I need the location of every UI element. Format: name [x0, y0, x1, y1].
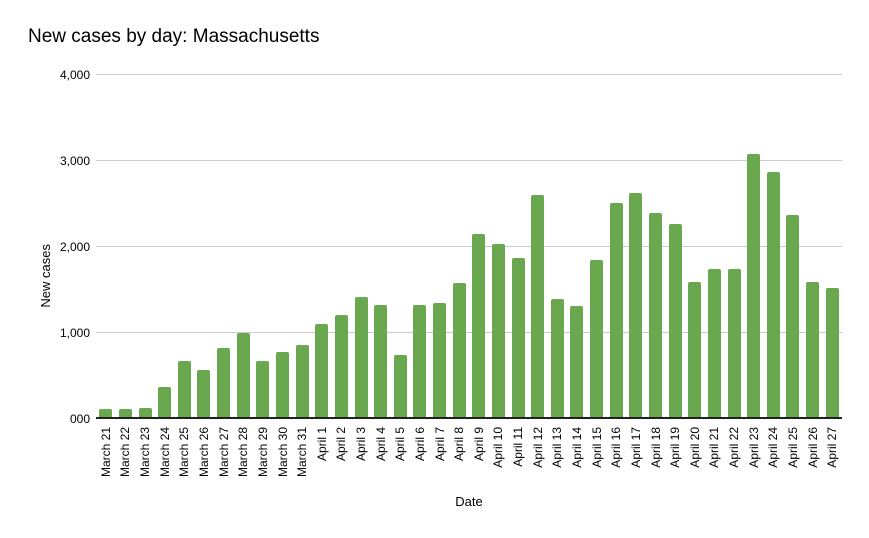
bar-april-24 [766, 172, 780, 417]
bar-april-8 [452, 283, 466, 417]
gridline-4000 [96, 74, 842, 75]
x-tick-label-march-28: March 28 [236, 427, 251, 478]
bar-april-10 [491, 244, 505, 417]
bar-march-31 [295, 345, 309, 417]
x-tick-label-march-22: March 22 [118, 427, 133, 478]
y-tick-label-1000: 1,000 [59, 326, 90, 340]
bar-april-12 [531, 195, 545, 417]
x-tick-label-april-1: April 1 [314, 427, 329, 462]
x-tick-label-april-24: April 24 [766, 427, 781, 468]
bar-april-22 [727, 269, 741, 417]
gridline-3000 [96, 160, 842, 161]
x-tick-label-april-21: April 21 [707, 427, 722, 468]
y-tick-label-2000: 2,000 [59, 240, 90, 254]
bar-april-7 [433, 302, 447, 417]
bar-march-30 [276, 351, 289, 417]
x-tick-label-march-30: March 30 [275, 427, 290, 478]
x-tick-label-april-27: April 27 [825, 427, 840, 468]
bar-april-3 [354, 296, 368, 417]
x-tick-label-april-5: April 5 [393, 427, 408, 462]
gridline-1000 [96, 332, 842, 333]
bar-april-14 [570, 306, 584, 417]
bar-april-19 [668, 223, 682, 417]
x-tick-label-april-18: April 18 [648, 427, 663, 468]
x-tick-label-march-26: March 26 [196, 427, 211, 478]
bar-march-21 [99, 408, 113, 417]
bar-april-11 [511, 258, 525, 417]
y-tick-label-0: 000 [69, 412, 90, 426]
x-tick-label-april-4: April 4 [373, 427, 388, 462]
x-tick-label-april-16: April 16 [609, 427, 624, 468]
x-tick-label-april-25: April 25 [785, 427, 800, 468]
x-tick-label-april-11: April 11 [511, 427, 526, 467]
bar-april-16 [609, 203, 623, 417]
x-axis-title: Date [455, 494, 483, 509]
bar-april-5 [393, 354, 407, 417]
bar-april-4 [374, 304, 388, 417]
bar-march-23 [138, 407, 152, 417]
bar-april-9 [472, 234, 486, 417]
bar-march-28 [236, 333, 250, 417]
bar-april-13 [550, 298, 564, 417]
x-tick-label-march-31: March 31 [295, 427, 310, 478]
x-tick-label-april-6: April 6 [412, 427, 427, 462]
bar-april-17 [629, 192, 643, 417]
x-tick-label-april-8: April 8 [452, 427, 467, 462]
bar-march-29 [256, 360, 270, 417]
bar-april-2 [334, 314, 348, 417]
bar-march-25 [177, 360, 191, 417]
x-tick-label-march-24: March 24 [157, 427, 172, 478]
y-tick-label-3000: 3,000 [59, 154, 90, 168]
x-tick-label-april-17: April 17 [628, 427, 643, 468]
x-tick-label-march-27: March 27 [216, 427, 231, 478]
bar-april-23 [747, 154, 761, 417]
x-tick-label-april-10: April 10 [491, 427, 506, 468]
bar-april-15 [590, 259, 604, 417]
bar-march-22 [118, 409, 132, 417]
plot-area [96, 74, 842, 419]
bar-april-20 [688, 282, 702, 417]
x-tick-label-april-19: April 19 [668, 427, 683, 468]
bar-april-21 [707, 268, 721, 417]
x-tick-label-april-7: April 7 [432, 427, 447, 462]
x-tick-label-april-26: April 26 [805, 427, 820, 468]
x-tick-label-april-13: April 13 [550, 427, 565, 468]
x-tick-label-march-29: March 29 [255, 427, 270, 478]
x-axis-line [96, 417, 842, 419]
y-tick-label-4000: 4,000 [59, 68, 90, 82]
bar-april-25 [786, 215, 800, 417]
x-tick-label-april-22: April 22 [727, 427, 742, 468]
x-tick-label-april-23: April 23 [746, 427, 761, 468]
bar-april-26 [806, 282, 820, 417]
bar-april-27 [825, 288, 839, 417]
bar-march-26 [197, 369, 211, 417]
x-tick-label-march-25: March 25 [177, 427, 192, 478]
x-tick-label-april-12: April 12 [530, 427, 545, 468]
x-tick-label-march-23: March 23 [138, 427, 153, 478]
gridline-2000 [96, 246, 842, 247]
chart-title: New cases by day: Massachusetts [28, 26, 320, 47]
x-tick-label-april-14: April 14 [569, 427, 584, 468]
x-tick-label-march-21: March 21 [98, 427, 113, 478]
bar-march-24 [158, 387, 172, 417]
bar-march-27 [217, 348, 231, 417]
x-tick-label-april-2: April 2 [334, 427, 349, 462]
x-tick-label-april-9: April 9 [471, 427, 486, 462]
bar-april-1 [315, 323, 329, 417]
x-tick-label-april-3: April 3 [354, 427, 369, 462]
bar-april-18 [649, 213, 662, 417]
x-tick-label-april-20: April 20 [687, 427, 702, 468]
x-tick-label-april-15: April 15 [589, 427, 604, 468]
bar-april-6 [413, 304, 427, 417]
